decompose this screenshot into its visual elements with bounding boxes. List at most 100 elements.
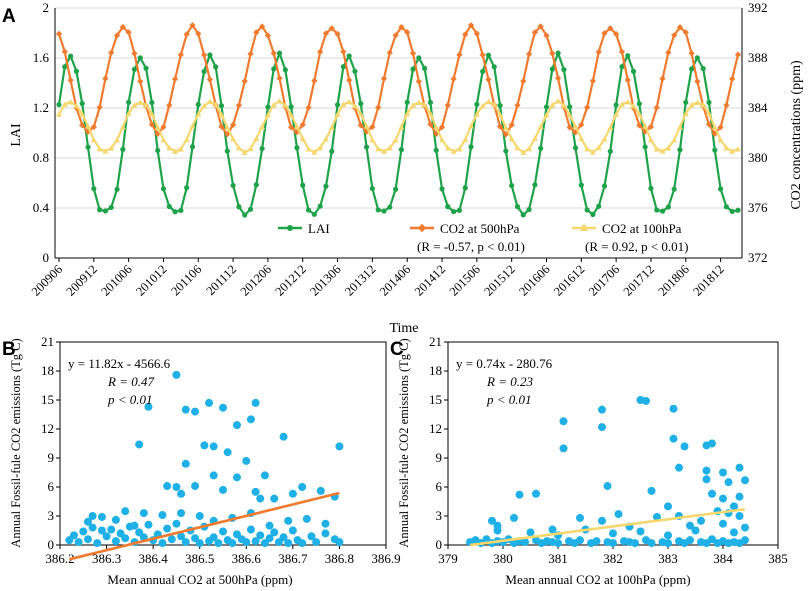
- panel-c-x-tick-label: 379: [438, 551, 458, 566]
- lai-point: [282, 67, 288, 73]
- co2-100-point: [682, 110, 689, 117]
- lai-point: [683, 99, 689, 105]
- panel-c-data-point: [686, 521, 694, 530]
- panel-b-x-tick-label: 386.7: [278, 551, 308, 566]
- panel-a-x-tick-label: 201206: [238, 262, 274, 298]
- lai-point: [677, 147, 683, 153]
- panel-c-data-point: [669, 404, 678, 413]
- co2-500-point: [247, 50, 254, 58]
- lai-point: [561, 67, 567, 73]
- panel-c-data-point: [592, 537, 601, 546]
- panel-c-data-point: [510, 513, 518, 522]
- co2-100-point: [189, 123, 196, 129]
- panel-c-y-tick-label: 6: [436, 479, 443, 494]
- co2-500-point: [618, 48, 626, 55]
- co2-500-point: [340, 48, 347, 55]
- panel-b-data-point: [251, 537, 260, 546]
- panel-a-y2-tick-label: 372: [748, 250, 768, 265]
- lai-point: [375, 207, 381, 213]
- lai-point: [137, 55, 143, 61]
- panel-b-x-tick-label: 386.9: [371, 551, 400, 566]
- panel-b-data-point: [111, 515, 120, 524]
- panel-c-data-point: [548, 525, 557, 534]
- lai-point: [416, 55, 422, 61]
- co2-100-point: [166, 144, 173, 151]
- co2-500-point: [450, 75, 457, 83]
- panel-a-x-tick-label: 201412: [412, 262, 448, 298]
- lai-point: [85, 144, 91, 150]
- co2-100-point: [717, 136, 724, 143]
- panel-c-data-point: [521, 538, 529, 547]
- co2-100-point: [618, 101, 625, 107]
- co2-100-point: [206, 98, 213, 105]
- panel-c-data-point: [526, 528, 535, 537]
- panel-c-data-point: [493, 526, 502, 535]
- panel-a-y-tick-label: 0.4: [33, 200, 50, 215]
- panel-b-data-point: [181, 538, 190, 547]
- lai-point: [630, 68, 637, 74]
- co2-500-point: [148, 121, 155, 128]
- panel-b-data-point: [219, 403, 227, 412]
- co2-100-point: [485, 98, 492, 105]
- panel-c-data-point: [559, 444, 568, 453]
- panel-c-data-point: [708, 489, 716, 498]
- panel-b-data-point: [97, 526, 106, 535]
- co2-100-point: [566, 111, 573, 118]
- co2-500-point: [218, 123, 225, 130]
- panel-b-data-point: [205, 398, 214, 407]
- co2-100-point: [636, 110, 643, 117]
- co2-100-point: [543, 111, 550, 118]
- panel-c-x-tick-label: 380: [493, 551, 513, 566]
- panel-b-data-point: [121, 507, 130, 516]
- panel-a-x-tick-label: 201406: [377, 262, 413, 298]
- panel-b-scatter-chart: 0 3 6 9 12 15 18 21 386.2 386.3 386.4 386.5 386.6 386…: [9, 334, 401, 587]
- co2-100-point: [601, 135, 608, 142]
- co2-100-point: [537, 123, 544, 130]
- co2-100-point: [526, 145, 533, 152]
- panel-c-data-point: [735, 463, 744, 472]
- co2-100-point: [398, 123, 405, 130]
- panel-b-plot: 0 3 6 9 12 15 18 21 386.2 386.3 386.4 386.5 386.6 386…: [41, 334, 401, 566]
- co2-500-point: [177, 51, 184, 58]
- panel-b-data-point: [191, 407, 200, 416]
- co2-100-point: [102, 148, 109, 154]
- panel-c-y-tick-label: 3: [436, 508, 443, 523]
- panel-c-data-point: [598, 516, 606, 525]
- co2-100-point: [479, 102, 486, 109]
- co2-500-point: [659, 75, 666, 82]
- panel-b-data-point: [246, 525, 255, 534]
- co2-500-point: [409, 50, 417, 57]
- panel-b-x-tick-label: 386.6: [232, 551, 262, 566]
- lai-point: [195, 101, 201, 108]
- co2-500-point: [96, 104, 103, 111]
- co2-100-point: [386, 145, 393, 151]
- lai-point: [619, 64, 625, 70]
- co2-100-point: [549, 102, 556, 108]
- co2-500-point: [380, 75, 388, 82]
- co2-500-point: [346, 77, 353, 84]
- co2-100-point: [288, 111, 295, 118]
- lai-point: [259, 145, 265, 152]
- lai-point: [404, 99, 410, 105]
- co2-100-point: [322, 136, 329, 142]
- co2-100-point: [270, 102, 277, 108]
- panel-a-y-tick-label: 0: [43, 250, 50, 265]
- lai-point: [305, 207, 312, 213]
- co2-500-point: [171, 75, 179, 83]
- co2-100-point: [177, 146, 184, 152]
- panel-c-data-point: [598, 423, 606, 432]
- co2-100-point: [299, 135, 306, 142]
- co2-100-point: [415, 99, 422, 105]
- lai-point: [468, 144, 474, 150]
- lai-point: [439, 186, 445, 192]
- panel-c-scatter-chart: 0 3 6 9 12 15 18 21 379 380 381 382 383 384 385 y = 0.…: [397, 334, 788, 587]
- panel-c-data-point: [697, 516, 705, 525]
- panel-b-data-point: [335, 442, 344, 451]
- legend-co2-500-stat: (R = -0.57, p < 0.01): [417, 239, 525, 254]
- panel-label-b: B: [2, 339, 16, 360]
- panel-b-data-point: [256, 494, 265, 503]
- panel-a-y2-tick-label: 384: [748, 100, 768, 115]
- lai-point: [654, 207, 660, 213]
- panel-b-data-point: [130, 521, 139, 530]
- co2-500-point: [520, 78, 527, 85]
